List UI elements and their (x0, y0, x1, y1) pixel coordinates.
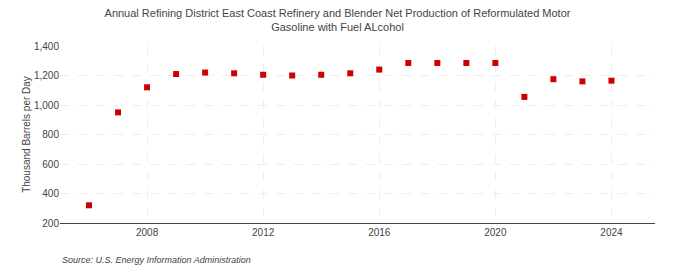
svg-text:1,400: 1,400 (34, 41, 59, 52)
svg-text:800: 800 (42, 129, 59, 140)
svg-text:600: 600 (42, 159, 59, 170)
svg-text:2020: 2020 (484, 227, 507, 238)
svg-text:Annual Refining District East: Annual Refining District East Coast Refi… (105, 7, 571, 33)
svg-text:2016: 2016 (368, 227, 391, 238)
svg-text:Source: U.S. Energy Informatio: Source: U.S. Energy Information Administ… (62, 255, 251, 265)
svg-text:2012: 2012 (252, 227, 275, 238)
svg-text:2024: 2024 (600, 227, 623, 238)
svg-text:1,200: 1,200 (34, 70, 59, 81)
svg-text:Thousand Barrels per Day: Thousand Barrels per Day (21, 76, 32, 193)
svg-text:2008: 2008 (136, 227, 159, 238)
svg-text:1,000: 1,000 (34, 100, 59, 111)
svg-text:400: 400 (42, 188, 59, 199)
svg-text:200: 200 (42, 218, 59, 229)
